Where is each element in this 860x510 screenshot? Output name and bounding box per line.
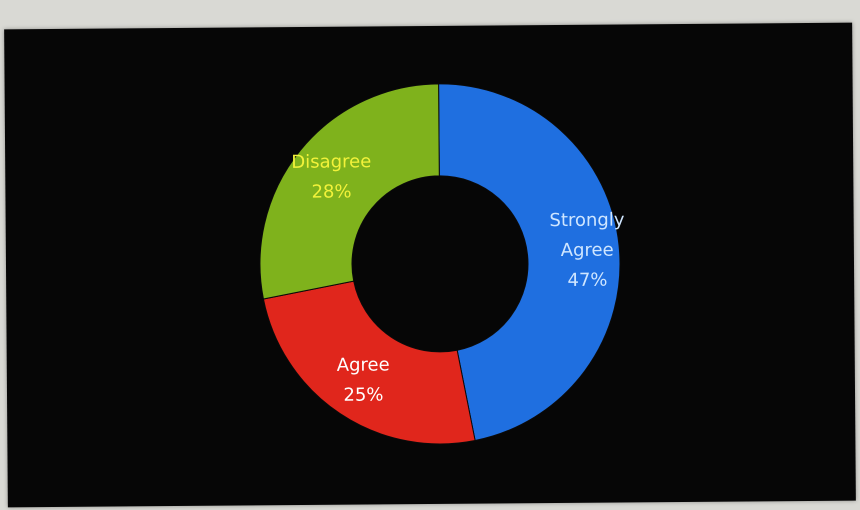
slice-category-label: Strongly <box>549 210 624 232</box>
slice-value-label: 28% <box>311 181 351 202</box>
slice-value-label: 25% <box>343 385 383 406</box>
slice-label-0: Strongly Agree 47% <box>549 210 625 292</box>
donut-slice-0 <box>438 83 621 442</box>
slice-category-label: Agree <box>561 240 614 261</box>
slice-value-label: 47% <box>567 270 607 291</box>
donut-slice-1 <box>262 280 476 445</box>
donut-chart: Strongly Agree 47% Agree 25% Disagree 28% <box>259 83 625 445</box>
slice-label-2: Disagree 28% <box>291 151 371 203</box>
slice-label-1: Agree 25% <box>337 354 390 405</box>
slice-category-label: Disagree <box>291 151 371 173</box>
slices-layer <box>259 83 621 445</box>
labels-layer: Strongly Agree 47% Agree 25% Disagree 28% <box>291 151 625 406</box>
presentation-screen: Strongly Agree 47% Agree 25% Disagree 28% <box>4 22 856 508</box>
donut-slice-2 <box>259 83 440 300</box>
slice-category-label: Agree <box>337 354 390 375</box>
